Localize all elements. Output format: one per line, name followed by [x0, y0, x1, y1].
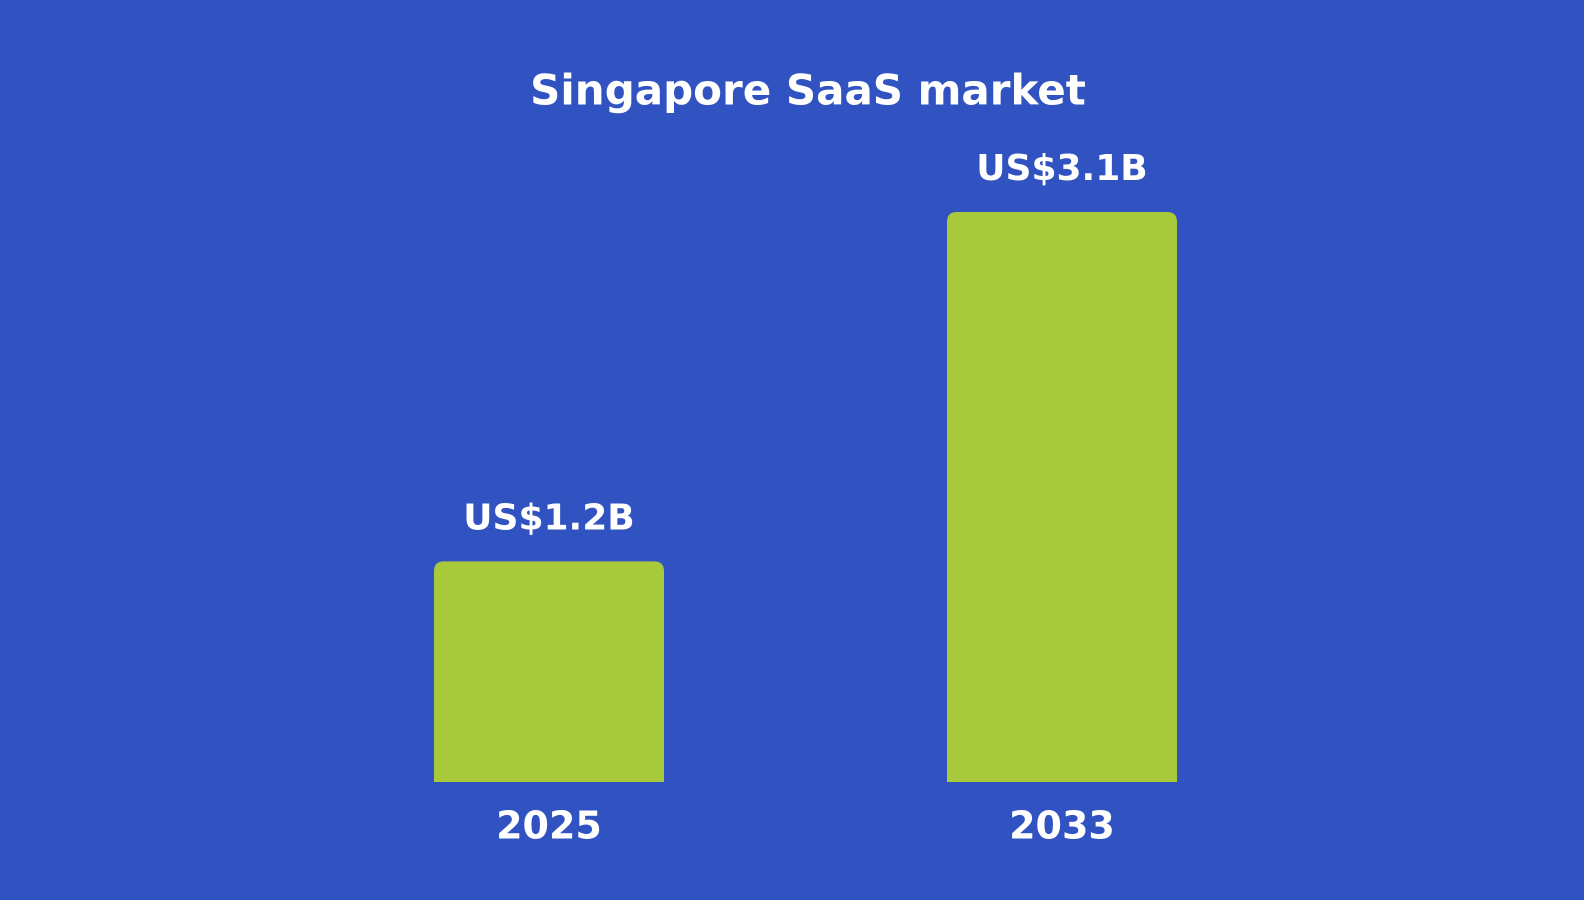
chart-title: Singapore SaaS market: [530, 66, 1086, 115]
value-label: US$1.2B: [463, 497, 634, 538]
bar: [947, 212, 1177, 782]
x-tick-label: 2033: [1009, 804, 1115, 848]
value-label: US$3.1B: [976, 148, 1147, 189]
x-tick-label: 2025: [496, 804, 602, 848]
bar: [434, 561, 664, 782]
